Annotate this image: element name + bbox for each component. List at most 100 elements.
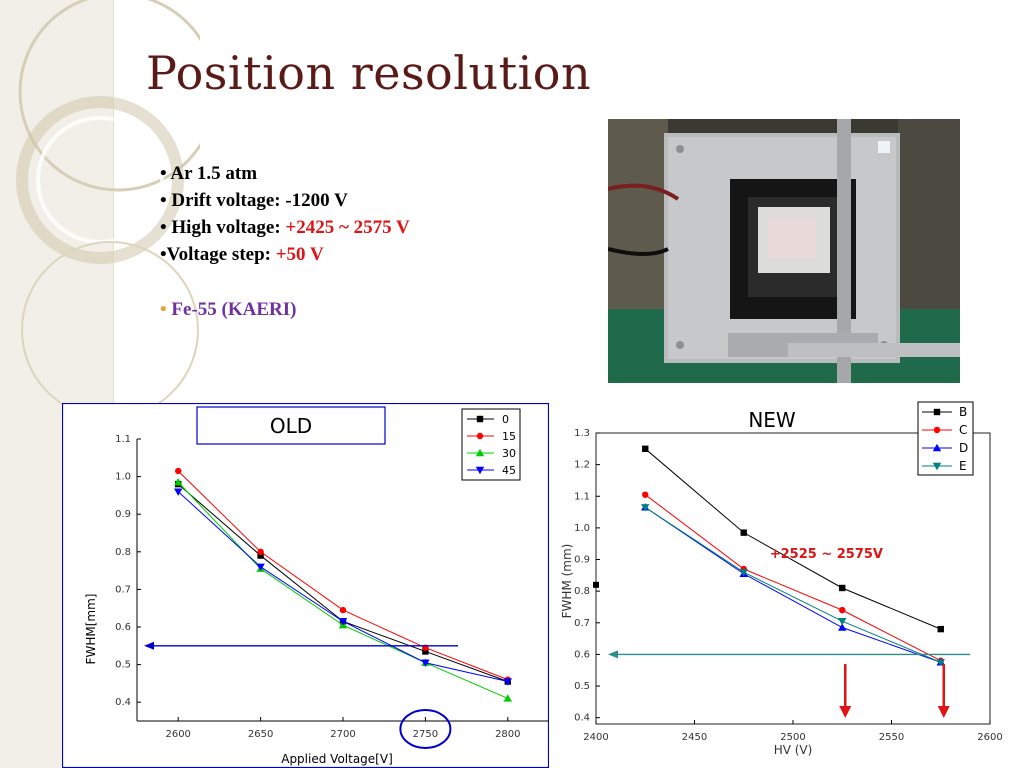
- data-point-C: [642, 491, 649, 498]
- data-point-30: [174, 478, 183, 486]
- data-point-45: [503, 678, 512, 686]
- new-chart: NEW 0.4 0.5 0.6 0.7 0.8 0.9 1.0 1.1 1.2 1.3 2400 24…: [560, 398, 1024, 768]
- bullet-drift-voltage: • Drift voltage: -1200 V: [160, 190, 348, 211]
- data-point-45: [256, 563, 265, 572]
- y-tick-label: 1.1: [574, 491, 590, 502]
- legend-marker-B: [933, 408, 941, 416]
- y-tick-label: 0.4: [574, 713, 590, 724]
- new-legend-box: [917, 401, 974, 476]
- data-point-15: [339, 606, 347, 614]
- bullet-voltage-step: •Voltage step: +50 V: [160, 244, 324, 265]
- y-tick-label: 1.0: [574, 523, 590, 534]
- highlight-circle: [399, 709, 452, 749]
- series-line-E: [644, 506, 941, 663]
- bullet-list: • Ar 1.5 atm • Drift voltage: -1200 V • …: [160, 160, 410, 323]
- plot-frame: [595, 432, 991, 725]
- legend-label-0: 0: [502, 413, 509, 426]
- data-point-0: [422, 648, 429, 655]
- y-tick-label: 0.8: [574, 586, 590, 597]
- legend-label-45: 45: [502, 464, 516, 477]
- y-tick-label: 0.5: [115, 660, 131, 671]
- x-tick-label: 2600: [165, 729, 190, 740]
- legend-marker-15: [476, 432, 484, 440]
- y-tick-label: 0.7: [115, 584, 131, 595]
- data-point-E: [641, 504, 650, 512]
- legend-label-15: 15: [502, 430, 516, 443]
- legend-marker-E: [932, 462, 942, 471]
- old-chart-label: OLD: [270, 414, 312, 438]
- x-tick-label: 2750: [413, 729, 438, 740]
- new-y-axis-label: FWHM (mm): [560, 544, 574, 619]
- x-tick-label: 2700: [330, 729, 355, 740]
- x-tick-label: 2600: [977, 732, 1002, 743]
- source-label: Fe-55 (KAERI): [171, 299, 297, 320]
- x-tick-label: 2450: [682, 732, 707, 743]
- legend-marker-45: [475, 466, 485, 475]
- x-tick-label: 2650: [248, 729, 273, 740]
- high-voltage-range: +2425 ~ 2575 V: [285, 217, 410, 238]
- y-tick-label: 1.0: [115, 472, 131, 483]
- y-tick-label: 1.3: [574, 428, 590, 439]
- y-tick-label: 1.2: [574, 460, 590, 471]
- data-point-45: [338, 618, 348, 626]
- old-chart-svg: OLD 0.4 0.5 0.6 0.7 0.8 0.9 1.0 1.1 2600 2650 2700…: [62, 403, 549, 768]
- data-point-B: [642, 445, 649, 453]
- bullet-spacer: [160, 268, 410, 296]
- old-legend-box: [461, 408, 521, 481]
- y-tick-label: 0.7: [574, 618, 590, 629]
- data-point-15: [175, 467, 182, 475]
- slide-title: Position resolution: [146, 46, 592, 100]
- data-point-B: [740, 529, 747, 536]
- bullet-source: • Fe-55 (KAERI): [160, 299, 297, 320]
- new-annotation: +2525 ~ 2575V: [770, 547, 883, 562]
- legend-marker-0: [476, 415, 484, 423]
- legend-marker-30: [475, 448, 485, 457]
- old-y-axis-label: FWHM[mm]: [84, 594, 98, 665]
- voltage-step-value: +50 V: [275, 244, 324, 265]
- new-x-axis-label: HV (V): [774, 743, 813, 757]
- data-point-C: [839, 606, 846, 614]
- bullet-gas: • Ar 1.5 atm: [160, 163, 258, 184]
- x-tick-label: 2400: [583, 732, 608, 743]
- data-point-45: [174, 488, 183, 496]
- x-tick-label: 2500: [780, 732, 805, 743]
- y-tick-label: 0.5: [574, 681, 590, 692]
- data-point-B: [937, 625, 944, 633]
- legend-label-E: E: [959, 459, 967, 473]
- new-chart-svg: NEW 0.4 0.5 0.6 0.7 0.8 0.9 1.0 1.1 1.2 1.3 2400 24…: [560, 401, 1003, 757]
- y-tick-label: 1.1: [115, 434, 131, 445]
- old-x-axis-label: Applied Voltage[V]: [281, 752, 393, 766]
- y-tick-label: 0.9: [115, 509, 131, 520]
- y-tick-label: 0.6: [115, 622, 131, 633]
- old-chart: OLD 0.4 0.5 0.6 0.7 0.8 0.9 1.0 1.1 2600 2650 2700…: [62, 403, 549, 768]
- data-point-B: [839, 584, 846, 592]
- legend-label-C: C: [959, 423, 967, 437]
- annotation-arrow-head: [839, 706, 852, 718]
- series-line-C: [644, 494, 941, 662]
- legend-label-30: 30: [502, 447, 516, 460]
- y-tick-label: 0.6: [574, 649, 590, 660]
- y-tick-label: 0.4: [115, 697, 131, 708]
- y-tick-label: 0.8: [115, 547, 131, 558]
- data-point-30: [503, 694, 512, 702]
- data-point-D: [838, 623, 847, 631]
- legend-label-B: B: [959, 405, 967, 419]
- data-point-15: [257, 548, 264, 555]
- data-point-E: [936, 659, 945, 667]
- new-chart-label: NEW: [748, 408, 796, 432]
- reference-arrow-head: [608, 650, 618, 659]
- data-point-E: [838, 618, 847, 626]
- x-tick-label: 2800: [495, 729, 520, 740]
- legend-marker-C: [933, 426, 941, 434]
- bullet-high-voltage: • High voltage: +2425 ~ 2575 V: [160, 217, 410, 238]
- y-tick-label: 0.9: [574, 555, 590, 566]
- data-point-0: [257, 552, 264, 559]
- decorative-rings-icon: [16, 0, 200, 419]
- annotation-arrow-head: [937, 706, 950, 718]
- detector-photo-icon: [608, 119, 960, 383]
- legend-marker-D: [932, 443, 942, 452]
- reference-arrow-head: [144, 641, 154, 650]
- stray-data-point: [593, 581, 599, 588]
- data-point-45: [421, 659, 430, 667]
- x-tick-label: 2550: [879, 732, 904, 743]
